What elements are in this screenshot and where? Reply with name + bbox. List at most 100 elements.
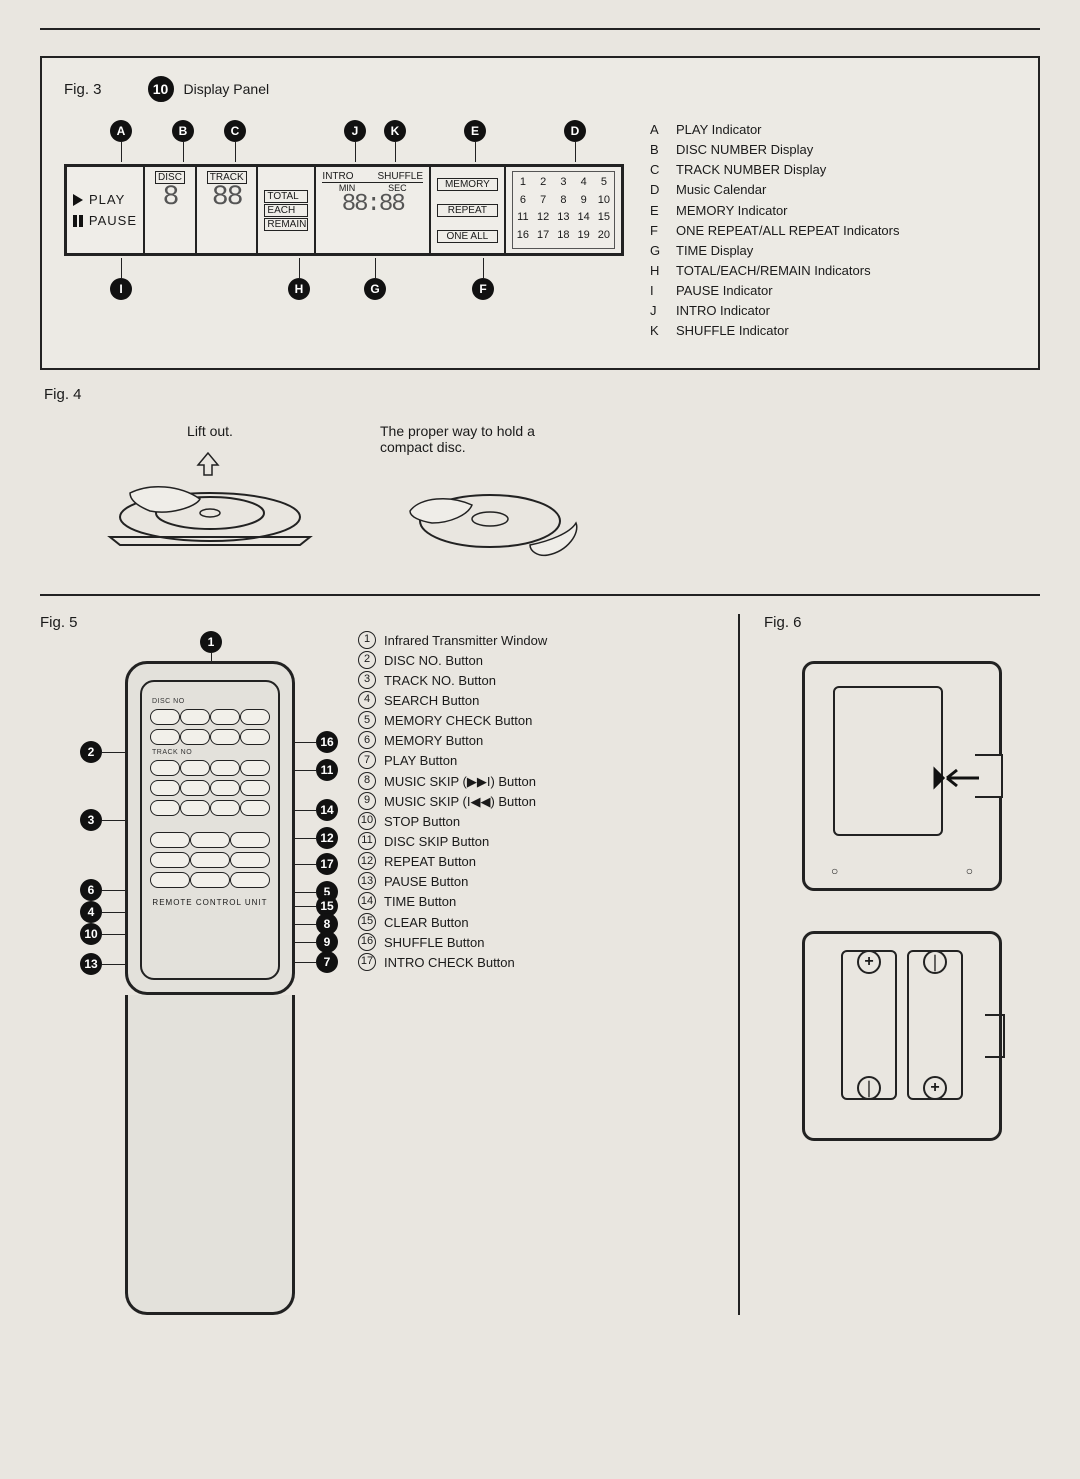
callout-13: 13 xyxy=(80,953,102,975)
callout-14: 14 xyxy=(316,799,338,821)
remote-button[interactable] xyxy=(210,709,240,725)
remote-button[interactable] xyxy=(240,709,270,725)
fig6-col: Fig. 6 ○○ + ｜ ｜ + xyxy=(740,614,1040,1315)
legend-num: 1 xyxy=(358,631,376,649)
calendar-cell: 11 xyxy=(517,211,529,227)
fig3-title: Display Panel xyxy=(184,81,270,97)
remote-button[interactable] xyxy=(190,832,230,848)
legend-row: DMusic Calendar xyxy=(650,180,900,200)
legend-row: 16 SHUFFLE Button xyxy=(358,933,547,953)
legend-text: TRACK NO. Button xyxy=(384,671,496,691)
remote-button[interactable] xyxy=(150,852,190,868)
legend-row: 2 DISC NO. Button xyxy=(358,651,547,671)
calendar-cell: 20 xyxy=(598,229,610,245)
legend-text: INTRO CHECK Button xyxy=(384,953,515,973)
calendar-cell: 8 xyxy=(557,194,569,210)
legend-key: F xyxy=(650,221,666,241)
remote-button[interactable] xyxy=(190,872,230,888)
repeat-label: REPEAT xyxy=(437,204,498,217)
legend-row: 13PAUSE Button xyxy=(358,872,547,892)
remote-button[interactable] xyxy=(240,780,270,796)
fig3-box: Fig. 3 10 Display Panel ABCJKED PLAY PAU… xyxy=(40,56,1040,370)
fig6-label: Fig. 6 xyxy=(764,614,1040,631)
legend-num: 16 xyxy=(358,933,376,951)
calendar-cell: 17 xyxy=(537,229,549,245)
remote-button[interactable] xyxy=(240,729,270,745)
remote-button[interactable] xyxy=(180,780,210,796)
remote-button[interactable] xyxy=(150,832,190,848)
callout-11: 11 xyxy=(316,759,338,781)
remote-footer: REMOTE CONTROL UNIT xyxy=(150,898,270,907)
letter-badge-E: E xyxy=(464,120,486,142)
calendar-cell: 2 xyxy=(537,176,549,192)
legend-row: BDISC NUMBER Display xyxy=(650,140,900,160)
fig6-cover: ○○ xyxy=(802,661,1002,891)
pause-label: PAUSE xyxy=(89,213,137,228)
remote-button[interactable] xyxy=(150,780,180,796)
remote-button[interactable] xyxy=(210,780,240,796)
legend-text: STOP Button xyxy=(384,812,460,832)
legend-row: 14TIME Button xyxy=(358,892,547,912)
remote-button[interactable] xyxy=(180,709,210,725)
legend-text: DISC NUMBER Display xyxy=(676,140,813,160)
legend-row: 7PLAY Button xyxy=(358,751,547,771)
col-mode: TOTAL EACH REMAIN xyxy=(258,167,316,253)
remote-button[interactable] xyxy=(150,729,180,745)
remote-button[interactable] xyxy=(150,800,180,816)
remote-button[interactable] xyxy=(150,709,180,725)
calendar-cell: 1 xyxy=(517,176,529,192)
legend-num: 7 xyxy=(358,751,376,769)
remote-button[interactable] xyxy=(150,872,190,888)
remote-button[interactable] xyxy=(180,800,210,816)
legend-text: SHUFFLE Button xyxy=(384,933,484,953)
legend-num: 17 xyxy=(358,953,376,971)
legend-num: 2 xyxy=(358,651,376,669)
legend-row: IPAUSE Indicator xyxy=(650,281,900,301)
legend-text: DISC NO. Button xyxy=(384,651,483,671)
legend-row: 6MEMORY Button xyxy=(358,731,547,751)
letter-badge-J: J xyxy=(344,120,366,142)
remote-button[interactable] xyxy=(210,729,240,745)
remote-button[interactable] xyxy=(240,800,270,816)
legend-row: 15CLEAR Button xyxy=(358,913,547,933)
callout-12: 12 xyxy=(316,827,338,849)
remote-button[interactable] xyxy=(210,760,240,776)
remote-button[interactable] xyxy=(230,832,270,848)
remote-button[interactable] xyxy=(190,852,230,868)
callout-3: 3 xyxy=(80,809,102,831)
page: Fig. 3 10 Display Panel ABCJKED PLAY PAU… xyxy=(0,0,1080,1375)
legend-text: CLEAR Button xyxy=(384,913,469,933)
letter-badge-A: A xyxy=(110,120,132,142)
mode-each: EACH xyxy=(264,204,308,217)
one-all-label: ONE ALL xyxy=(437,230,498,243)
callout-7: 7 xyxy=(316,951,338,973)
fig3-legend: APLAY IndicatorBDISC NUMBER DisplayCTRAC… xyxy=(650,120,900,342)
remote-button[interactable] xyxy=(240,760,270,776)
track-seg: 88 xyxy=(203,184,250,212)
col-memory: MEMORY REPEAT ONE ALL xyxy=(431,167,506,253)
fig4: Lift out. The proper way to hold a compa… xyxy=(100,423,1040,574)
remote-button[interactable] xyxy=(210,800,240,816)
letter-badge-C: C xyxy=(224,120,246,142)
legend-key: H xyxy=(650,261,666,281)
remote-button[interactable] xyxy=(180,729,210,745)
row-disc-no: DISC NO xyxy=(152,698,270,705)
shuffle-label: SHUFFLE xyxy=(377,171,423,182)
fig4-left: Lift out. xyxy=(100,423,320,558)
arrow-left-icon xyxy=(931,766,981,790)
fig5-col: Fig. 5 1 23641013 1611141217515897 DISC … xyxy=(40,614,740,1315)
legend-text: Infrared Transmitter Window xyxy=(384,631,547,651)
letter-badge-B: B xyxy=(172,120,194,142)
legend-row: 12REPEAT Button xyxy=(358,852,547,872)
mode-total: TOTAL xyxy=(264,190,308,203)
fig5-label: Fig. 5 xyxy=(40,614,718,631)
remote-button[interactable] xyxy=(150,760,180,776)
legend-text: MEMORY Button xyxy=(384,731,483,751)
remote-button[interactable] xyxy=(230,852,270,868)
remote-area: 1 23641013 1611141217515897 DISC NO TRAC… xyxy=(80,631,340,1315)
remote-button[interactable] xyxy=(180,760,210,776)
remote-control: DISC NO TRACK NO REMOTE CONTROL UNIT xyxy=(125,661,295,995)
remote-button[interactable] xyxy=(230,872,270,888)
callout-9: 9 xyxy=(316,931,338,953)
pause-icon xyxy=(73,215,83,227)
